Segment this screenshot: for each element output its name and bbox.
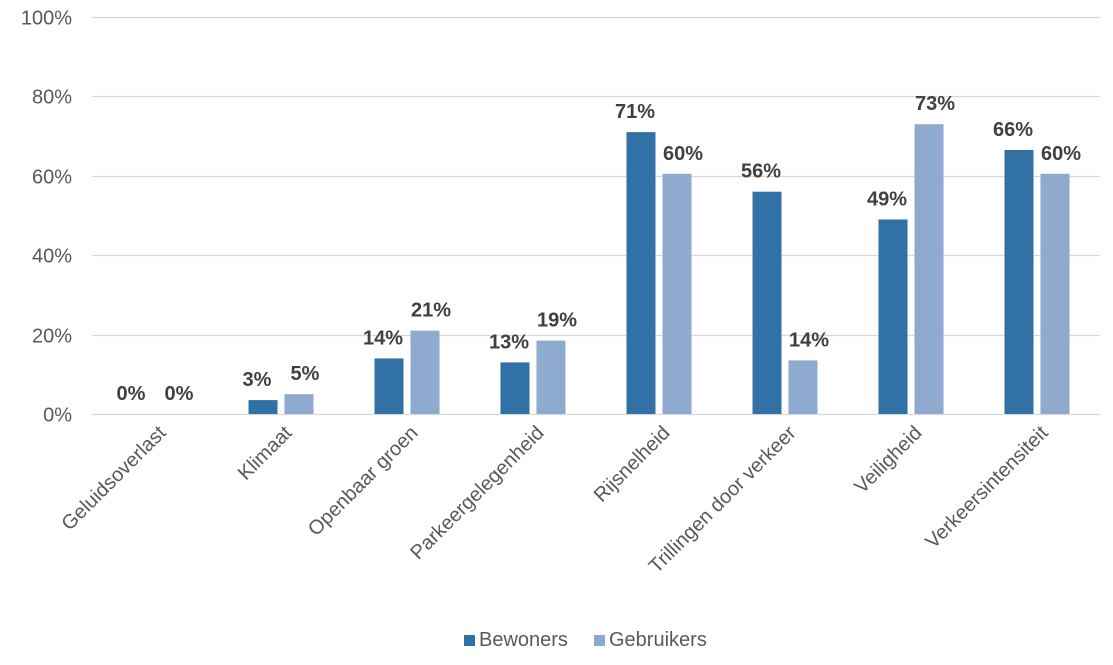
y-tick-label: 60% — [32, 167, 72, 189]
y-axis-tick-labels: 0% 20% 40% 60% 80% 100% — [21, 8, 72, 427]
legend: Bewoners Gebruikers — [464, 629, 707, 651]
gridlines — [92, 16, 1100, 416]
bar-gebruikers-3 — [536, 340, 566, 414]
bar-gebruikers-4 — [662, 173, 692, 414]
x-axis-category-labels: Geluidsoverlast Klimaat Openbaar groenPark… — [58, 422, 1053, 578]
data-label-bewoners-6: 49% — [867, 188, 907, 210]
data-label-bewoners-5: 56% — [741, 161, 781, 183]
category-label: Rijsnelheid — [590, 422, 675, 507]
data-label-bewoners-4: 71% — [615, 101, 655, 123]
y-tick-label: 40% — [32, 246, 72, 268]
legend-swatch-bewoners — [464, 635, 475, 646]
y-tick-label: 100% — [21, 8, 72, 30]
data-label-gebruikers-6: 73% — [915, 93, 955, 115]
bar-bewoners-3 — [500, 362, 530, 414]
bar-gebruikers-5 — [788, 360, 818, 414]
bar-bewoners-5 — [752, 191, 782, 414]
category-label: Openbaar groen — [304, 422, 423, 541]
data-label-bewoners-3: 13% — [489, 331, 529, 353]
category-label: Trillingen door verkeer — [645, 422, 801, 578]
bar-gebruikers-6 — [914, 124, 944, 414]
y-tick-label: 80% — [32, 87, 72, 109]
data-label-bewoners-2: 14% — [363, 327, 403, 349]
legend-label-bewoners: Bewoners — [479, 629, 568, 651]
category-label: Parkeergelegenheid — [406, 422, 548, 564]
bar-bewoners-2 — [374, 358, 404, 414]
bar-bewoners-7 — [1004, 149, 1034, 414]
bar-bewoners-6 — [878, 219, 908, 414]
category-label: Klimaat — [234, 422, 297, 485]
data-label-gebruikers-7: 60% — [1041, 143, 1081, 165]
category-label: Geluidsoverlast — [58, 422, 171, 535]
legend-swatch-gebruikers — [594, 635, 605, 646]
data-label-gebruikers-1: 5% — [291, 363, 320, 385]
data-label-gebruikers-4: 60% — [663, 143, 703, 165]
data-label-bewoners-7: 66% — [993, 119, 1033, 141]
data-label-gebruikers-0: 0% — [165, 383, 194, 405]
bar-bewoners-4 — [626, 132, 656, 414]
bar-bewoners-1 — [248, 400, 278, 414]
bar-gebruikers-2 — [410, 330, 440, 414]
bars — [248, 124, 1070, 414]
data-labels: 0% 3% 14% 13% 71% 56% 49% 66% 0% 5% 21% 19% 60% 14% 73… — [117, 93, 1082, 405]
category-label: Verkeersintensiteit — [921, 422, 1052, 553]
y-tick-label: 0% — [43, 405, 72, 427]
bar-gebruikers-1 — [284, 394, 314, 414]
bar-gebruikers-7 — [1040, 173, 1070, 414]
data-label-gebruikers-3: 19% — [537, 310, 577, 332]
y-tick-label: 20% — [32, 326, 72, 348]
legend-label-gebruikers: Gebruikers — [609, 629, 707, 651]
data-label-bewoners-0: 0% — [117, 383, 146, 405]
data-label-gebruikers-5: 14% — [789, 329, 829, 351]
category-label: Veiligheid — [850, 422, 926, 498]
data-label-bewoners-1: 3% — [243, 369, 272, 391]
data-label-gebruikers-2: 21% — [411, 300, 451, 322]
